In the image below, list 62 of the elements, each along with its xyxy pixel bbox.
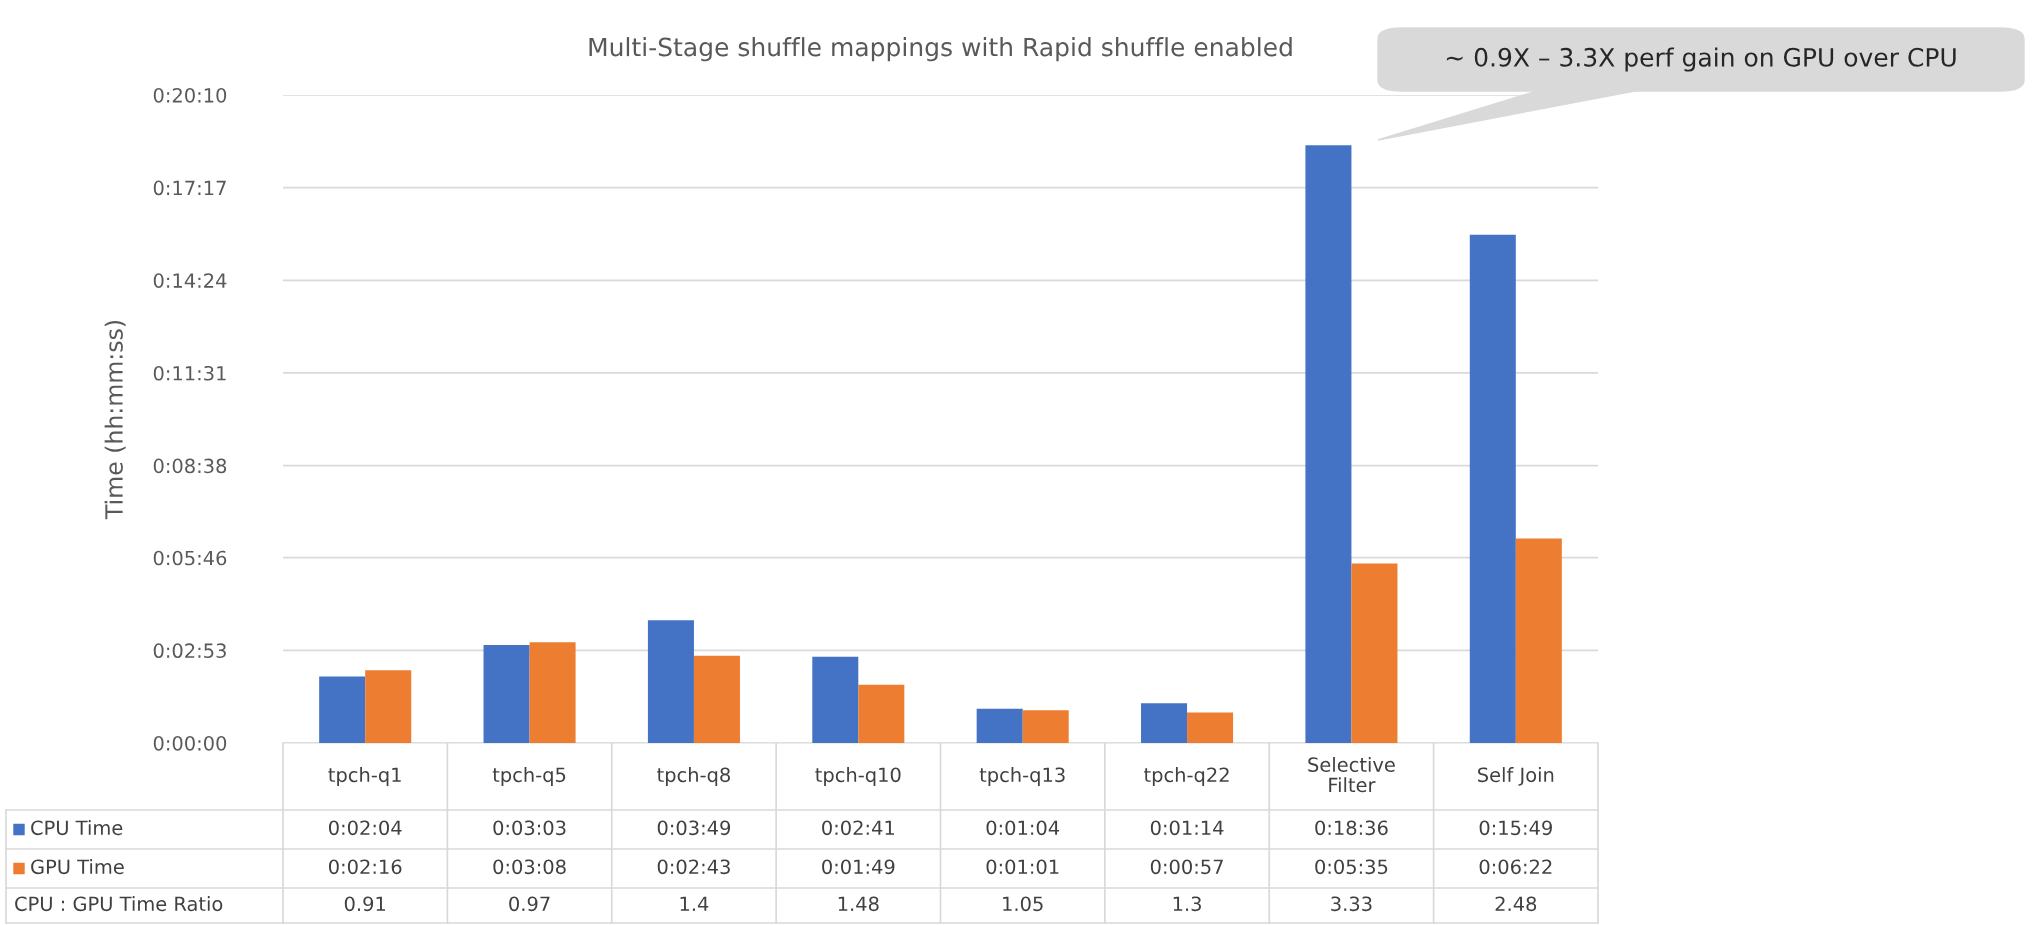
data-label: 0:03:49 (657, 820, 731, 836)
bar (812, 656, 859, 743)
y-tick-label: 0:00:00 (153, 735, 227, 751)
chart-title: Multi-Stage shuffle mappings with Rapid shuffle enabled (589, 37, 1292, 62)
bar (647, 620, 694, 743)
bar (529, 642, 576, 743)
bar (1351, 563, 1398, 743)
legend-label: GPU Time (31, 859, 124, 875)
bar (693, 655, 740, 743)
x-tick-label: tpch-q10 (815, 767, 901, 786)
data-label: 0:02:43 (657, 859, 730, 875)
text: 2.48 (1495, 896, 1537, 912)
data-label: 0:01:01 (986, 859, 1059, 875)
bar (1305, 145, 1352, 743)
y-tick-label: 0:17:17 (153, 180, 226, 196)
x-tick-label: tpch-q8 (657, 767, 730, 786)
bar (1187, 712, 1234, 743)
data-label: 0:00:57 (1150, 859, 1223, 875)
y-tick-label: 0:14:24 (153, 273, 227, 288)
bar (319, 676, 366, 743)
data-label: 0:03:08 (493, 859, 566, 875)
data-label: 0:02:16 (328, 859, 402, 875)
data-label: 0:05:35 (1315, 859, 1388, 875)
data-label: 0:01:14 (1150, 820, 1224, 836)
x-tick-label: tpch-q22 (1144, 767, 1229, 786)
x-tick-label: Selective Filter (1308, 756, 1395, 793)
text: ~ 0.9X – 3.3X perf gain on GPU over CPU (1446, 47, 1956, 72)
y-tick-label: 0:11:31 (153, 365, 226, 381)
text: 0.97 (509, 896, 550, 912)
x-tick-label: tpch-q1 (328, 767, 401, 786)
data-label: 0:01:04 (986, 820, 1060, 836)
bar (365, 670, 412, 743)
text: 3.33 (1331, 896, 1372, 912)
x-tick-label: tpch-q13 (979, 767, 1065, 786)
text: 1.05 (1003, 896, 1043, 912)
bar (1515, 538, 1562, 743)
data-label: 0:02:41 (822, 820, 894, 836)
data-label: 0:03:03 (493, 820, 566, 836)
data-label: 0:01:49 (822, 859, 895, 875)
y-tick-label: 0:05:46 (153, 550, 227, 566)
data-label: 0:15:49 (1479, 820, 1552, 836)
x-tick-label: tpch-q5 (492, 767, 566, 786)
data-label: 0:18:36 (1315, 820, 1388, 836)
bar (1141, 703, 1188, 743)
x-tick-label: Self Join (1478, 767, 1554, 786)
text: 1.3 (1173, 896, 1201, 912)
text: 0.91 (344, 896, 386, 912)
y-tick-label: 0:02:53 (153, 643, 226, 659)
text: CPU : GPU Time Ratio (15, 896, 223, 912)
y-tick-label: 0:08:38 (153, 458, 227, 474)
text: 1.4 (680, 896, 709, 911)
legend-label: CPU Time (31, 820, 123, 836)
data-label: 0:06:22 (1479, 859, 1552, 875)
y-tick-label: 0:20:10 (153, 87, 227, 103)
bar (1469, 234, 1516, 743)
data-label: 0:02:04 (328, 820, 402, 836)
bar (858, 684, 905, 743)
bar (1022, 710, 1069, 743)
y-axis-title: Time (hh:mm:ss) (104, 320, 126, 520)
bar (976, 708, 1023, 743)
text: 1.48 (838, 896, 879, 912)
bar (483, 645, 530, 743)
